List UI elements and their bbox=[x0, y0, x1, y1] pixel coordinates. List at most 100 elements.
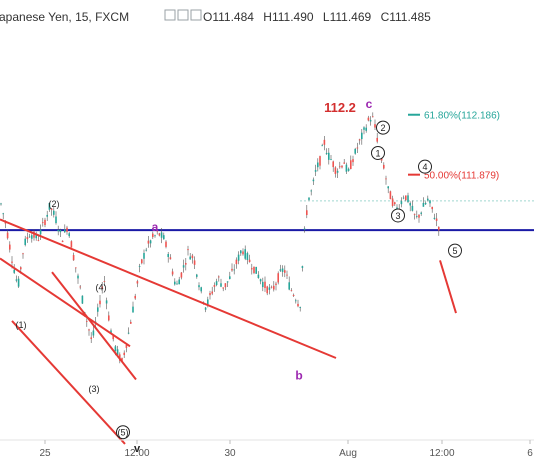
candle bbox=[394, 201, 396, 207]
candle bbox=[301, 265, 304, 272]
candle bbox=[347, 167, 350, 172]
candle bbox=[189, 252, 191, 260]
candle bbox=[37, 235, 40, 242]
candle bbox=[251, 263, 253, 275]
svg-text:3: 3 bbox=[395, 211, 400, 221]
x-tick-label: 30 bbox=[224, 448, 236, 459]
candle bbox=[39, 224, 42, 241]
wave-label-circle: 4 bbox=[418, 159, 432, 174]
wave-label-purple: b bbox=[295, 369, 302, 383]
candle bbox=[292, 293, 295, 297]
candle bbox=[57, 225, 59, 236]
candle bbox=[215, 278, 218, 287]
candle bbox=[160, 228, 163, 244]
candle bbox=[176, 280, 178, 285]
x-tick-label: Aug bbox=[339, 448, 357, 459]
candle bbox=[130, 319, 132, 324]
fib-level-label: 50.00%(111.879) bbox=[424, 171, 499, 182]
candles-layer bbox=[0, 112, 440, 364]
candle bbox=[306, 204, 308, 219]
wave-label-circle: 3 bbox=[391, 208, 405, 223]
candle bbox=[422, 197, 425, 207]
candle bbox=[317, 158, 319, 172]
wave-label: (2) bbox=[49, 199, 60, 209]
candle bbox=[53, 207, 55, 218]
candle bbox=[138, 263, 141, 273]
svg-text:2: 2 bbox=[380, 123, 385, 133]
ohlc-open-key: O bbox=[203, 10, 212, 24]
trend-line[interactable] bbox=[51, 271, 137, 381]
candle bbox=[125, 344, 128, 353]
candle bbox=[178, 276, 180, 285]
candle bbox=[424, 201, 427, 206]
candle bbox=[101, 282, 103, 294]
wave-label-purple: a bbox=[152, 220, 159, 234]
candle bbox=[259, 278, 262, 285]
candle bbox=[345, 162, 348, 175]
candle bbox=[48, 202, 51, 212]
wave-label-degree: v bbox=[134, 443, 141, 455]
candle bbox=[407, 192, 409, 204]
candle bbox=[226, 281, 229, 288]
candle bbox=[427, 195, 429, 202]
svg-text:4: 4 bbox=[422, 162, 427, 172]
close-icon[interactable] bbox=[190, 9, 202, 21]
candle bbox=[163, 232, 165, 240]
candle bbox=[33, 228, 35, 241]
candle bbox=[376, 132, 378, 144]
wave-label: (4) bbox=[96, 283, 107, 293]
trend-line[interactable] bbox=[439, 260, 457, 314]
x-tick-label: 12:00 bbox=[124, 448, 149, 459]
svg-text:(5): (5) bbox=[118, 428, 129, 438]
candle bbox=[72, 252, 75, 261]
trend-line[interactable] bbox=[11, 320, 126, 445]
candle bbox=[284, 265, 286, 278]
candle bbox=[330, 155, 332, 161]
candle bbox=[248, 254, 251, 263]
candle bbox=[308, 197, 310, 201]
candle bbox=[369, 116, 372, 126]
candle bbox=[323, 135, 326, 151]
candle bbox=[242, 248, 244, 256]
candle bbox=[132, 301, 134, 313]
trend-line[interactable] bbox=[0, 218, 337, 359]
candle bbox=[149, 239, 152, 248]
candle bbox=[209, 290, 211, 300]
wave-labels-layer: (2) (1) (4) (3) (5) v a b c 112.2 2 1 4 3 5 bbox=[16, 97, 462, 455]
svg-text:1: 1 bbox=[375, 149, 380, 159]
candle bbox=[339, 161, 341, 169]
wave-label-circle: 5 bbox=[448, 243, 462, 258]
candle bbox=[429, 199, 431, 208]
candle bbox=[334, 166, 337, 178]
candle bbox=[237, 251, 240, 265]
symbol-title: apanese Yen, 15, FXCM bbox=[0, 10, 129, 24]
candle bbox=[358, 138, 361, 145]
candle bbox=[180, 271, 183, 280]
candle bbox=[354, 147, 356, 155]
ohlc-low-value: 111.469 bbox=[330, 10, 372, 24]
x-axis: 25 12:00 30 Aug 12:00 6 bbox=[39, 440, 533, 459]
candle bbox=[389, 190, 392, 200]
wave-label: (3) bbox=[89, 384, 100, 394]
candle bbox=[235, 257, 238, 269]
candle bbox=[143, 249, 145, 265]
candle bbox=[363, 126, 365, 135]
candle bbox=[218, 275, 220, 282]
settings-icon[interactable] bbox=[164, 9, 176, 21]
candle bbox=[310, 189, 312, 196]
trend-line[interactable] bbox=[0, 257, 131, 348]
hide-icon[interactable] bbox=[177, 9, 189, 21]
candle bbox=[158, 232, 161, 237]
price-annotation: 112.2 bbox=[324, 100, 356, 115]
candle bbox=[275, 281, 277, 291]
candle bbox=[244, 245, 246, 261]
candle bbox=[279, 264, 282, 273]
candle bbox=[413, 213, 416, 220]
trendlines-layer bbox=[0, 218, 457, 445]
candle bbox=[46, 210, 48, 222]
candle bbox=[187, 245, 189, 256]
candle bbox=[365, 124, 367, 133]
candle bbox=[286, 270, 288, 280]
candle bbox=[108, 311, 110, 322]
